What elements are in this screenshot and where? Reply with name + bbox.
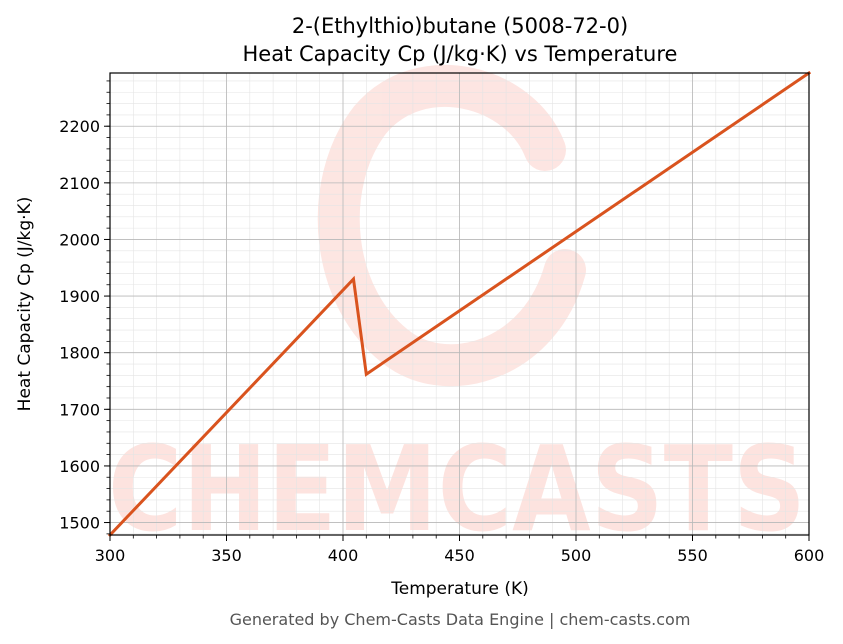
x-axis-ticks: 300 350 400 450 500 550 600: [95, 535, 825, 565]
x-tick-label: 450: [444, 546, 475, 565]
series-layer: [107, 70, 812, 538]
y-tick-label: 2200: [59, 117, 100, 136]
y-tick-label: 2000: [59, 230, 100, 249]
watermark-text: CHEMCASTS: [108, 420, 806, 558]
chart-title: 2-(Ethylthio)butane (5008-72-0): [292, 14, 628, 38]
y-tick-label: 1500: [59, 514, 100, 533]
major-grid: [109, 73, 810, 535]
footer-credit: Generated by Chem-Casts Data Engine | ch…: [230, 610, 691, 629]
x-tick-label: 600: [794, 546, 825, 565]
y-tick-label: 1700: [59, 400, 100, 419]
x-tick-label: 500: [561, 546, 592, 565]
chart-subtitle: Heat Capacity Cp (J/kg·K) vs Temperature: [243, 42, 678, 66]
y-tick-label: 1800: [59, 344, 100, 363]
x-tick-label: 400: [328, 546, 359, 565]
y-tick-label: 2100: [59, 174, 100, 193]
y-axis-ticks: 1500 1600 1700 1800 1900 2000 2100 2200: [59, 80, 110, 535]
x-tick-label: 300: [95, 546, 126, 565]
y-tick-label: 1600: [59, 457, 100, 476]
series-line: [107, 70, 812, 538]
y-tick-label: 1900: [59, 287, 100, 306]
watermark-logo: [317, 64, 586, 387]
x-tick-label: 350: [211, 546, 242, 565]
x-axis-label: Temperature (K): [390, 579, 529, 599]
y-axis-label: Heat Capacity Cp (J/kg·K): [15, 197, 35, 412]
x-tick-label: 550: [677, 546, 708, 565]
